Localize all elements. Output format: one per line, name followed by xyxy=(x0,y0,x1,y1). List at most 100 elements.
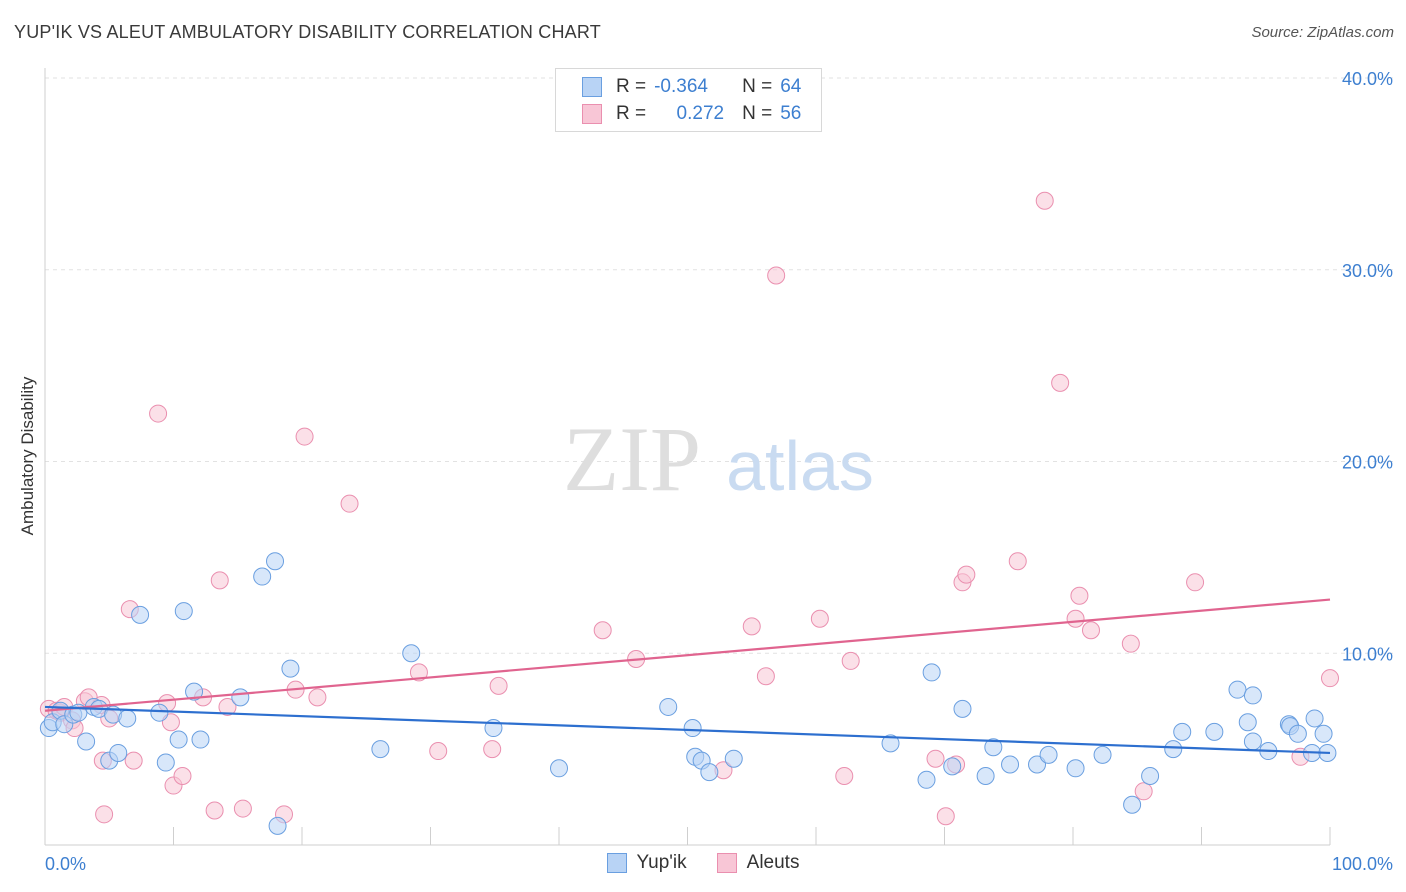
yupik-trend-line xyxy=(44,705,1331,755)
aleut-point xyxy=(926,749,945,768)
aleut-point xyxy=(1134,782,1153,801)
x-tick-label: 100.0% xyxy=(1332,854,1393,874)
aleut-point xyxy=(173,766,192,785)
yupik-point xyxy=(402,644,421,663)
aleut-point xyxy=(95,805,114,824)
yupik-swatch xyxy=(582,77,602,97)
yupik-point xyxy=(953,699,972,718)
stats-legend: R = -0.364 N = 64 R = 0.272 N = 56 xyxy=(555,68,822,132)
aleut-point xyxy=(233,799,252,818)
aleut-point xyxy=(767,266,786,285)
n-label: N = xyxy=(742,103,773,124)
yupik-point xyxy=(1205,722,1224,741)
yupik-point xyxy=(700,763,719,782)
aleut-swatch xyxy=(582,104,602,124)
yupik-legend-label: Yup'ik xyxy=(636,852,687,873)
aleut-point xyxy=(742,617,761,636)
yupik-point xyxy=(191,730,210,749)
yupik-point xyxy=(1238,713,1257,732)
aleut-legend-label: Aleuts xyxy=(746,852,800,873)
yupik-point xyxy=(1228,680,1247,699)
aleut-point xyxy=(593,621,612,640)
yupik-point xyxy=(1173,722,1192,741)
aleut-point xyxy=(210,571,229,590)
y-tick-label: 20.0% xyxy=(1342,453,1393,473)
aleut-point xyxy=(1070,586,1089,605)
yupik-point xyxy=(1066,759,1085,778)
aleut-point xyxy=(340,494,359,513)
yupik-point xyxy=(1243,686,1262,705)
yupik-point xyxy=(185,682,204,701)
legend-row-yupik: R = -0.364 N = 64 xyxy=(556,74,801,100)
aleut-point xyxy=(429,742,448,761)
yupik-point xyxy=(550,759,568,778)
yupik-point xyxy=(174,602,193,621)
aleut-point xyxy=(810,609,829,628)
yupik-point xyxy=(683,719,702,738)
aleut-point xyxy=(1066,609,1085,628)
yupik-point xyxy=(77,732,96,751)
y-tick-label: 40.0% xyxy=(1342,69,1393,89)
yupik-point xyxy=(917,770,936,789)
aleut-point xyxy=(756,667,775,686)
aleut-point xyxy=(161,713,180,732)
yupik-point xyxy=(943,757,962,776)
watermark-zip: ZIP xyxy=(563,408,701,510)
y-tick-label: 10.0% xyxy=(1342,644,1393,664)
yupik-point xyxy=(281,659,300,678)
aleut-point xyxy=(1051,373,1070,392)
n-value: 64 xyxy=(780,76,802,97)
aleut-point xyxy=(295,427,314,446)
yupik-point xyxy=(268,816,287,835)
yupik-point xyxy=(659,697,678,716)
yupik-point xyxy=(150,703,169,722)
yupik-point xyxy=(253,567,272,586)
aleut-point xyxy=(124,751,143,770)
yupik-point xyxy=(109,743,128,762)
aleut-point xyxy=(149,404,168,423)
legend-item-aleuts: Aleuts xyxy=(716,852,800,874)
yupik-point xyxy=(984,738,1003,757)
r-label: R = xyxy=(616,76,647,97)
yupik-point xyxy=(1164,740,1183,759)
series-legend: Yup'ik Aleuts xyxy=(0,852,1406,874)
r-label: R = xyxy=(616,103,647,124)
aleut-point xyxy=(835,766,854,785)
yupik-point xyxy=(156,753,175,772)
aleut-point xyxy=(1081,621,1100,640)
yupik-point xyxy=(1028,755,1047,774)
aleut-point xyxy=(936,807,955,826)
aleut-point xyxy=(1121,634,1140,653)
yupik-point xyxy=(371,740,390,759)
x-tick-label: 0.0% xyxy=(45,854,86,874)
yupik-point xyxy=(881,734,900,753)
yupik-point xyxy=(1141,766,1160,785)
yupik-point xyxy=(1123,795,1142,814)
r-value: -0.364 xyxy=(654,76,708,97)
watermark: ZIP atlas xyxy=(563,408,874,510)
yupik-point xyxy=(1093,745,1112,764)
aleut-trend-line xyxy=(44,598,1331,712)
yupik-point xyxy=(1243,732,1262,751)
aleut-point xyxy=(489,676,508,695)
watermark-atlas: atlas xyxy=(726,427,874,505)
gridlines xyxy=(45,77,1395,654)
r-value: 0.272 xyxy=(671,103,725,124)
yupik-point xyxy=(231,688,250,707)
aleut-point xyxy=(218,697,237,716)
yupik-point xyxy=(1305,709,1324,728)
aleut-point xyxy=(1008,552,1027,571)
yupik-legend-swatch xyxy=(606,853,627,873)
aleut-point xyxy=(483,740,502,759)
yupik-point xyxy=(922,663,941,682)
n-value: 56 xyxy=(780,103,802,124)
yupik-point xyxy=(976,766,995,785)
yupik-point xyxy=(1001,755,1020,774)
aleut-point xyxy=(409,663,428,682)
yupik-point xyxy=(131,605,150,624)
trend-lines xyxy=(44,598,1331,755)
n-label: N = xyxy=(742,76,773,97)
aleut-point xyxy=(957,565,976,584)
aleut-point xyxy=(1321,669,1339,688)
